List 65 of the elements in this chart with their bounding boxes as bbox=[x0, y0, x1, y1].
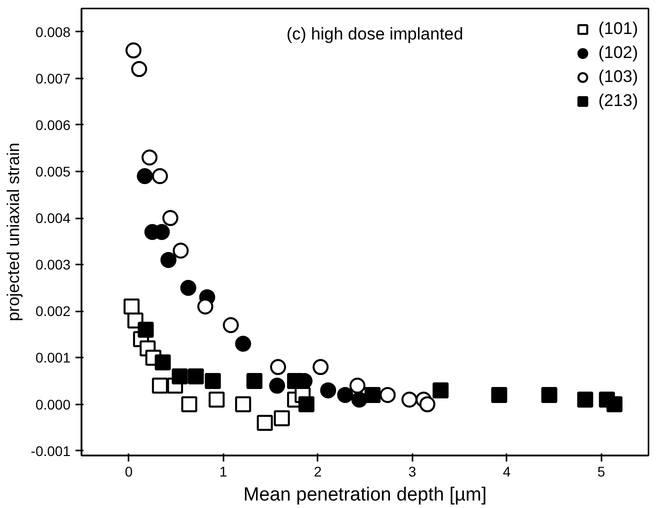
point bbox=[138, 322, 154, 338]
y-tick-label: 0.003 bbox=[35, 256, 71, 273]
point bbox=[380, 386, 396, 403]
point bbox=[222, 317, 239, 334]
point bbox=[125, 42, 142, 58]
x-tick-label: 2 bbox=[314, 464, 322, 480]
legend-label: (101) bbox=[598, 19, 638, 39]
point bbox=[131, 61, 148, 78]
point bbox=[142, 150, 158, 166]
point bbox=[274, 410, 290, 426]
x-tick-label: 4 bbox=[502, 464, 511, 480]
point bbox=[208, 392, 225, 408]
point bbox=[401, 392, 418, 408]
y-tick-label: 0.002 bbox=[35, 303, 71, 320]
point bbox=[541, 386, 558, 403]
point bbox=[320, 382, 336, 398]
point bbox=[269, 378, 286, 394]
point bbox=[162, 210, 178, 226]
x-tick-label: 1 bbox=[219, 464, 228, 480]
point bbox=[160, 252, 176, 268]
point bbox=[181, 396, 198, 412]
point bbox=[154, 354, 171, 370]
point bbox=[270, 359, 286, 376]
point bbox=[419, 396, 436, 412]
legend-label: (103) bbox=[598, 67, 638, 87]
point bbox=[349, 378, 366, 394]
y-tick-label: 0.004 bbox=[35, 210, 71, 226]
point bbox=[606, 396, 622, 412]
point bbox=[246, 373, 262, 389]
legend-label: (102) bbox=[598, 43, 638, 63]
x-tick-label: 5 bbox=[597, 464, 606, 480]
x-tick-label: 3 bbox=[408, 464, 416, 480]
point bbox=[152, 378, 168, 394]
point bbox=[197, 298, 214, 314]
point bbox=[180, 280, 196, 296]
point bbox=[577, 392, 594, 408]
point bbox=[235, 336, 252, 352]
y-tick-label: 0.000 bbox=[35, 396, 71, 412]
point bbox=[188, 368, 204, 384]
point bbox=[337, 386, 354, 403]
point bbox=[204, 373, 221, 389]
y-tick-label: 0.001 bbox=[35, 350, 71, 366]
legend-label: (213) bbox=[598, 91, 638, 111]
point bbox=[364, 386, 381, 403]
x-axis-title: Mean penetration depth [µm] bbox=[243, 484, 487, 506]
point bbox=[136, 168, 153, 184]
point bbox=[432, 382, 449, 398]
point bbox=[172, 368, 188, 384]
y-axis-title: projected uniaxial strain bbox=[4, 142, 23, 322]
point bbox=[298, 396, 314, 412]
y-tick-label: 0.008 bbox=[35, 24, 71, 40]
y-tick-label: 0.007 bbox=[35, 70, 71, 86]
y-tick-label: 0.005 bbox=[35, 163, 71, 180]
y-tick-label: -0.001 bbox=[30, 442, 71, 459]
y-tick-label: 0.006 bbox=[35, 116, 71, 133]
point bbox=[152, 168, 168, 184]
point bbox=[287, 373, 304, 389]
x-tick-label: 0 bbox=[124, 464, 133, 480]
annotation: (c) high dose implanted bbox=[286, 24, 464, 44]
point bbox=[256, 414, 273, 431]
point bbox=[172, 242, 189, 259]
point bbox=[491, 386, 508, 403]
point bbox=[124, 298, 140, 314]
point bbox=[312, 359, 329, 376]
point bbox=[235, 396, 252, 412]
